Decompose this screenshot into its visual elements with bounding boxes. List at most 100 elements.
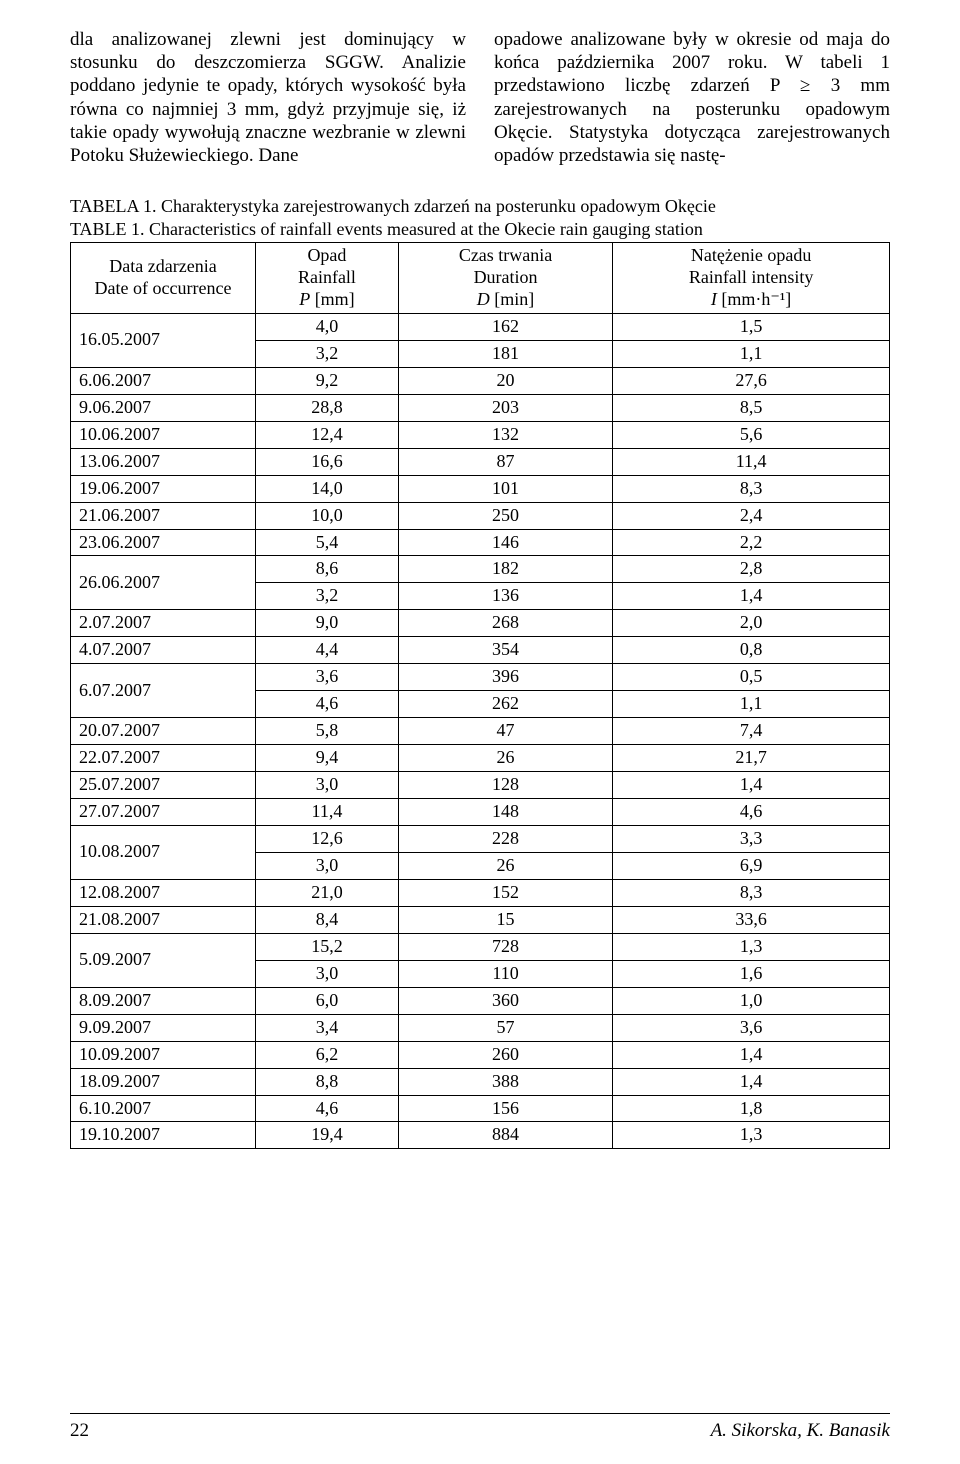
cell-I: 1,4 bbox=[613, 583, 890, 610]
cell-D: 181 bbox=[398, 340, 612, 367]
cell-I: 27,6 bbox=[613, 367, 890, 394]
cell-I: 1,6 bbox=[613, 960, 890, 987]
cell-D: 156 bbox=[398, 1095, 612, 1122]
cell-D: 101 bbox=[398, 475, 612, 502]
cell-date: 13.06.2007 bbox=[71, 448, 256, 475]
cell-date: 19.06.2007 bbox=[71, 475, 256, 502]
col-header-duration-unit: D [min] bbox=[405, 289, 606, 311]
cell-date: 16.05.2007 bbox=[71, 313, 256, 367]
cell-date: 6.07.2007 bbox=[71, 664, 256, 718]
table-row: 9.09.20073,4573,6 bbox=[71, 1014, 890, 1041]
cell-I: 2,0 bbox=[613, 610, 890, 637]
cell-P: 9,2 bbox=[256, 367, 399, 394]
cell-D: 47 bbox=[398, 718, 612, 745]
cell-date: 18.09.2007 bbox=[71, 1068, 256, 1095]
table-row: 21.08.20078,41533,6 bbox=[71, 906, 890, 933]
cell-I: 3,3 bbox=[613, 826, 890, 853]
table-row: 6.07.20073,63960,5 bbox=[71, 664, 890, 691]
cell-date: 19.10.2007 bbox=[71, 1122, 256, 1149]
col-header-intensity-en: Rainfall intensity bbox=[619, 267, 883, 289]
cell-P: 11,4 bbox=[256, 799, 399, 826]
cell-D: 228 bbox=[398, 826, 612, 853]
cell-D: 148 bbox=[398, 799, 612, 826]
cell-date: 8.09.2007 bbox=[71, 987, 256, 1014]
table-caption-en: TABLE 1. Characteristics of rainfall eve… bbox=[70, 218, 890, 241]
footer-authors: A. Sikorska, K. Banasik bbox=[711, 1420, 890, 1442]
cell-I: 1,5 bbox=[613, 313, 890, 340]
cell-P: 19,4 bbox=[256, 1122, 399, 1149]
cell-D: 354 bbox=[398, 637, 612, 664]
cell-P: 15,2 bbox=[256, 933, 399, 960]
cell-P: 4,6 bbox=[256, 1095, 399, 1122]
table-body: 16.05.20074,01621,53,21811,16.06.20079,2… bbox=[71, 313, 890, 1149]
table-row: 8.09.20076,03601,0 bbox=[71, 987, 890, 1014]
cell-I: 1,8 bbox=[613, 1095, 890, 1122]
cell-date: 6.10.2007 bbox=[71, 1095, 256, 1122]
cell-date: 9.09.2007 bbox=[71, 1014, 256, 1041]
cell-D: 728 bbox=[398, 933, 612, 960]
col-header-intensity: Natężenie opadu Rainfall intensity I [mm… bbox=[613, 243, 890, 314]
col-header-intensity-pl: Natężenie opadu bbox=[619, 245, 883, 267]
cell-date: 6.06.2007 bbox=[71, 367, 256, 394]
cell-P: 5,4 bbox=[256, 529, 399, 556]
cell-I: 4,6 bbox=[613, 799, 890, 826]
cell-P: 3,2 bbox=[256, 583, 399, 610]
cell-I: 0,8 bbox=[613, 637, 890, 664]
col-header-duration-pl: Czas trwania bbox=[405, 245, 606, 267]
cell-P: 4,6 bbox=[256, 691, 399, 718]
cell-P: 28,8 bbox=[256, 394, 399, 421]
cell-D: 388 bbox=[398, 1068, 612, 1095]
col-header-date-en: Date of occurrence bbox=[77, 278, 249, 300]
cell-D: 162 bbox=[398, 313, 612, 340]
cell-I: 1,3 bbox=[613, 933, 890, 960]
cell-date: 26.06.2007 bbox=[71, 556, 256, 610]
cell-P: 6,2 bbox=[256, 1041, 399, 1068]
table-row: 26.06.20078,61822,8 bbox=[71, 556, 890, 583]
col-header-rainfall-unit: P [mm] bbox=[262, 289, 392, 311]
col-header-intensity-unit: I [mm·h⁻¹] bbox=[619, 289, 883, 311]
cell-date: 22.07.2007 bbox=[71, 745, 256, 772]
cell-D: 136 bbox=[398, 583, 612, 610]
col-header-rainfall: Opad Rainfall P [mm] bbox=[256, 243, 399, 314]
cell-I: 8,3 bbox=[613, 475, 890, 502]
table-row: 9.06.200728,82038,5 bbox=[71, 394, 890, 421]
cell-I: 11,4 bbox=[613, 448, 890, 475]
cell-D: 20 bbox=[398, 367, 612, 394]
cell-D: 884 bbox=[398, 1122, 612, 1149]
cell-I: 21,7 bbox=[613, 745, 890, 772]
cell-date: 12.08.2007 bbox=[71, 879, 256, 906]
table-row: 21.06.200710,02502,4 bbox=[71, 502, 890, 529]
table-row: 5.09.200715,27281,3 bbox=[71, 933, 890, 960]
cell-P: 3,0 bbox=[256, 852, 399, 879]
cell-D: 262 bbox=[398, 691, 612, 718]
table-row: 10.08.200712,62283,3 bbox=[71, 826, 890, 853]
cell-I: 2,8 bbox=[613, 556, 890, 583]
cell-D: 110 bbox=[398, 960, 612, 987]
cell-P: 8,8 bbox=[256, 1068, 399, 1095]
col-header-rainfall-en: Rainfall bbox=[262, 267, 392, 289]
cell-D: 182 bbox=[398, 556, 612, 583]
cell-P: 3,0 bbox=[256, 772, 399, 799]
cell-I: 6,9 bbox=[613, 852, 890, 879]
cell-P: 12,6 bbox=[256, 826, 399, 853]
table-row: 18.09.20078,83881,4 bbox=[71, 1068, 890, 1095]
cell-I: 1,4 bbox=[613, 1068, 890, 1095]
cell-D: 26 bbox=[398, 852, 612, 879]
table-row: 27.07.200711,41484,6 bbox=[71, 799, 890, 826]
cell-I: 8,3 bbox=[613, 879, 890, 906]
cell-P: 8,4 bbox=[256, 906, 399, 933]
table-row: 6.10.20074,61561,8 bbox=[71, 1095, 890, 1122]
table-row: 19.10.200719,48841,3 bbox=[71, 1122, 890, 1149]
cell-I: 2,2 bbox=[613, 529, 890, 556]
cell-D: 360 bbox=[398, 987, 612, 1014]
table-row: 6.06.20079,22027,6 bbox=[71, 367, 890, 394]
col-header-duration-en: Duration bbox=[405, 267, 606, 289]
table-row: 10.06.200712,41325,6 bbox=[71, 421, 890, 448]
cell-date: 20.07.2007 bbox=[71, 718, 256, 745]
cell-date: 10.09.2007 bbox=[71, 1041, 256, 1068]
cell-I: 1,4 bbox=[613, 1041, 890, 1068]
cell-D: 15 bbox=[398, 906, 612, 933]
cell-I: 1,4 bbox=[613, 772, 890, 799]
cell-D: 87 bbox=[398, 448, 612, 475]
cell-date: 21.08.2007 bbox=[71, 906, 256, 933]
